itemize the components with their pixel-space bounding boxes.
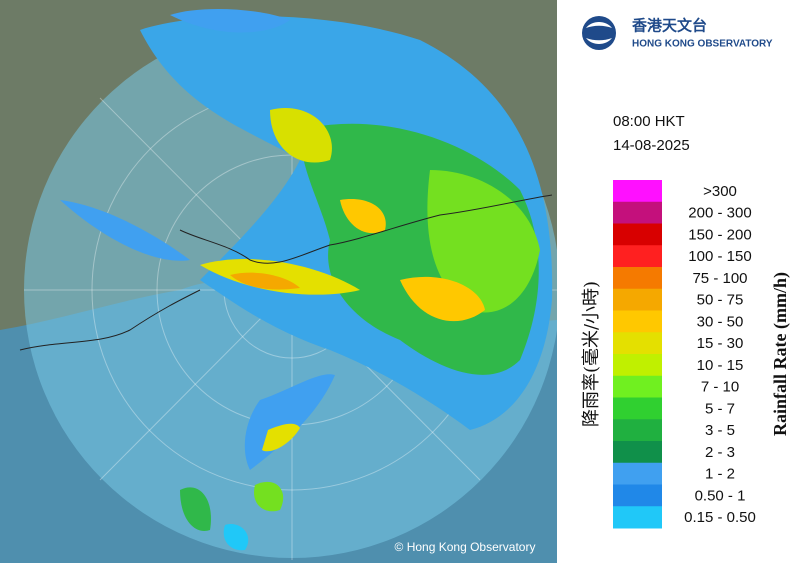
legend-swatch [613,267,662,290]
date: 14-08-2025 [613,137,690,154]
legend-label: 3 - 5 [705,422,735,439]
legend-label: 75 - 100 [692,270,747,287]
legend-title-zh: 降雨率(毫米/小時) [581,281,602,427]
legend-swatch [613,419,662,442]
legend-label: 150 - 200 [688,226,751,243]
radar-map: © Hong Kong Observatory [0,0,557,563]
legend-swatch [613,484,662,507]
legend-label: 30 - 50 [697,313,744,330]
legend-swatch [613,375,662,398]
legend-label: 0.50 - 1 [695,487,746,504]
legend: >300 200 - 300 150 - 200 100 - 150 75 - 100 5… [613,180,756,529]
legend-label: >300 [703,183,737,200]
legend-swatch [613,354,662,377]
legend-label: 200 - 300 [688,205,751,222]
legend-swatch [613,397,662,420]
logo-english: HONG KONG OBSERVATORY [632,39,773,50]
legend-swatch [613,245,662,268]
legend-label: 50 - 75 [697,292,744,309]
logo: 香港天文台 HONG KONG OBSERVATORY [582,16,773,50]
copyright: © Hong Kong Observatory [395,540,536,554]
logo-chinese: 香港天文台 [632,17,707,35]
legend-label: 7 - 10 [701,379,739,396]
legend-swatch [613,288,662,311]
legend-swatch [613,201,662,224]
legend-swatch [613,310,662,333]
legend-label: 10 - 15 [697,357,744,374]
legend-swatch [613,223,662,246]
legend-swatch [613,462,662,485]
legend-swatch [613,332,662,355]
legend-swatch [613,441,662,464]
legend-title-en: Rainfall Rate (mm/h) [770,272,791,436]
legend-swatch [613,506,662,529]
legend-label: 5 - 7 [705,400,735,417]
legend-label: 15 - 30 [697,335,744,352]
rain-echoes [60,8,553,551]
legend-label: 0.15 - 0.50 [684,509,756,526]
legend-label: 100 - 150 [688,248,751,265]
time: 08:00 HKT [613,113,685,130]
legend-swatch [613,180,662,203]
coastline [19,194,553,351]
legend-label: 2 - 3 [705,444,735,461]
legend-label: 1 - 2 [705,466,735,483]
